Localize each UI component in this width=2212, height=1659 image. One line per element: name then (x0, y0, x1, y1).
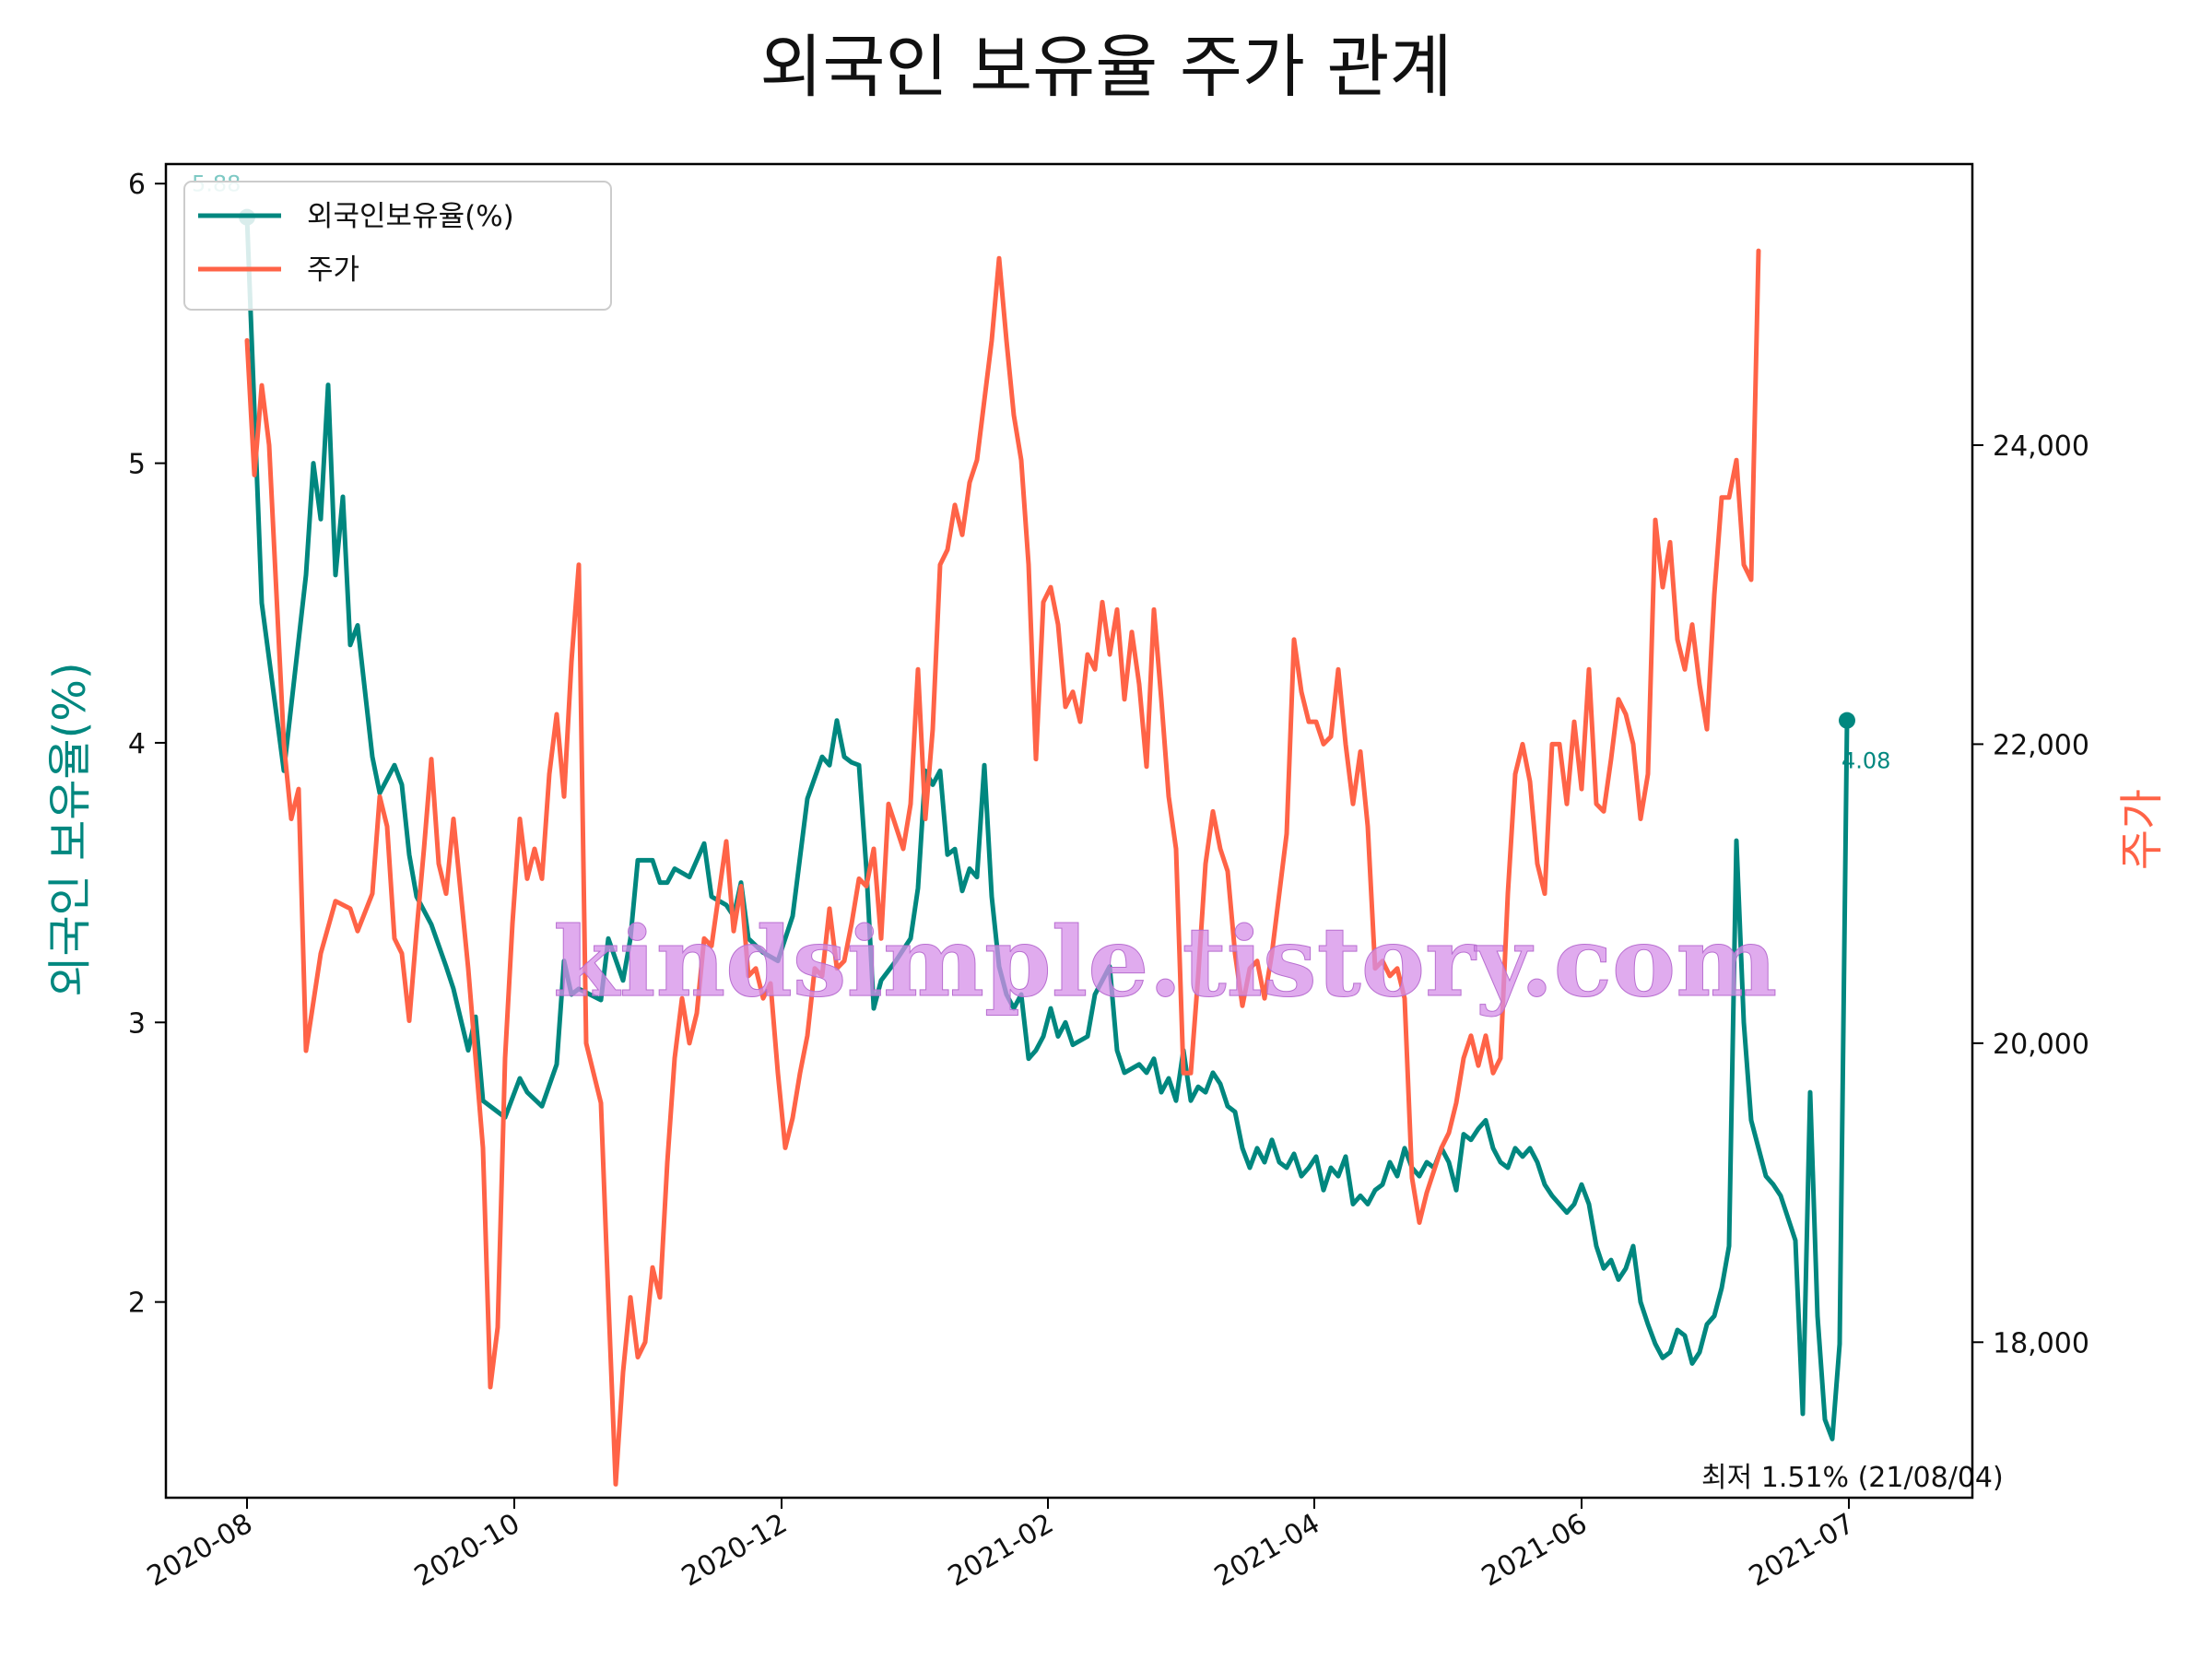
left-tick-label: 6 (128, 169, 146, 201)
watermark: kindsimple.tistory.com (553, 905, 1777, 1018)
series-line-stock-price (244, 248, 1761, 1487)
plot-frame (164, 162, 1974, 1500)
legend: 외국인보유율(%) 주가 (183, 181, 612, 311)
right-axis-label: 주가 (2116, 789, 2168, 870)
left-tick-label: 4 (128, 728, 146, 760)
left-tick-label: 5 (128, 449, 146, 481)
left-axis-ticks: 2 3 4 5 6 (128, 169, 166, 1320)
right-tick-label: 22,000 (1993, 729, 2089, 761)
legend-box (183, 181, 612, 311)
series-line-foreign-ownership (244, 215, 1850, 1441)
series-layer (244, 215, 1850, 1487)
right-axis-ticks: 18,000 20,000 22,000 24,000 (1972, 430, 2089, 1359)
legend-label-price: 주가 (307, 253, 359, 287)
right-tick-label: 18,000 (1993, 1327, 2089, 1359)
end-value-label: 4.08 (1841, 748, 1890, 774)
left-tick-label: 3 (128, 1007, 146, 1040)
right-tick-label: 20,000 (1993, 1029, 2089, 1061)
minimum-annotation: 최저 1.51% (21/08/04) (1701, 1462, 2004, 1494)
chart-title: 외국인 보유율 주가 관계 (759, 28, 1452, 107)
right-tick-label: 24,000 (1993, 430, 2089, 463)
left-tick-label: 2 (128, 1288, 146, 1320)
left-axis-label: 외국인 보유율(%) (44, 662, 96, 996)
end-point-marker (1839, 712, 1855, 729)
legend-label-foreign: 외국인보유율(%) (307, 200, 514, 233)
